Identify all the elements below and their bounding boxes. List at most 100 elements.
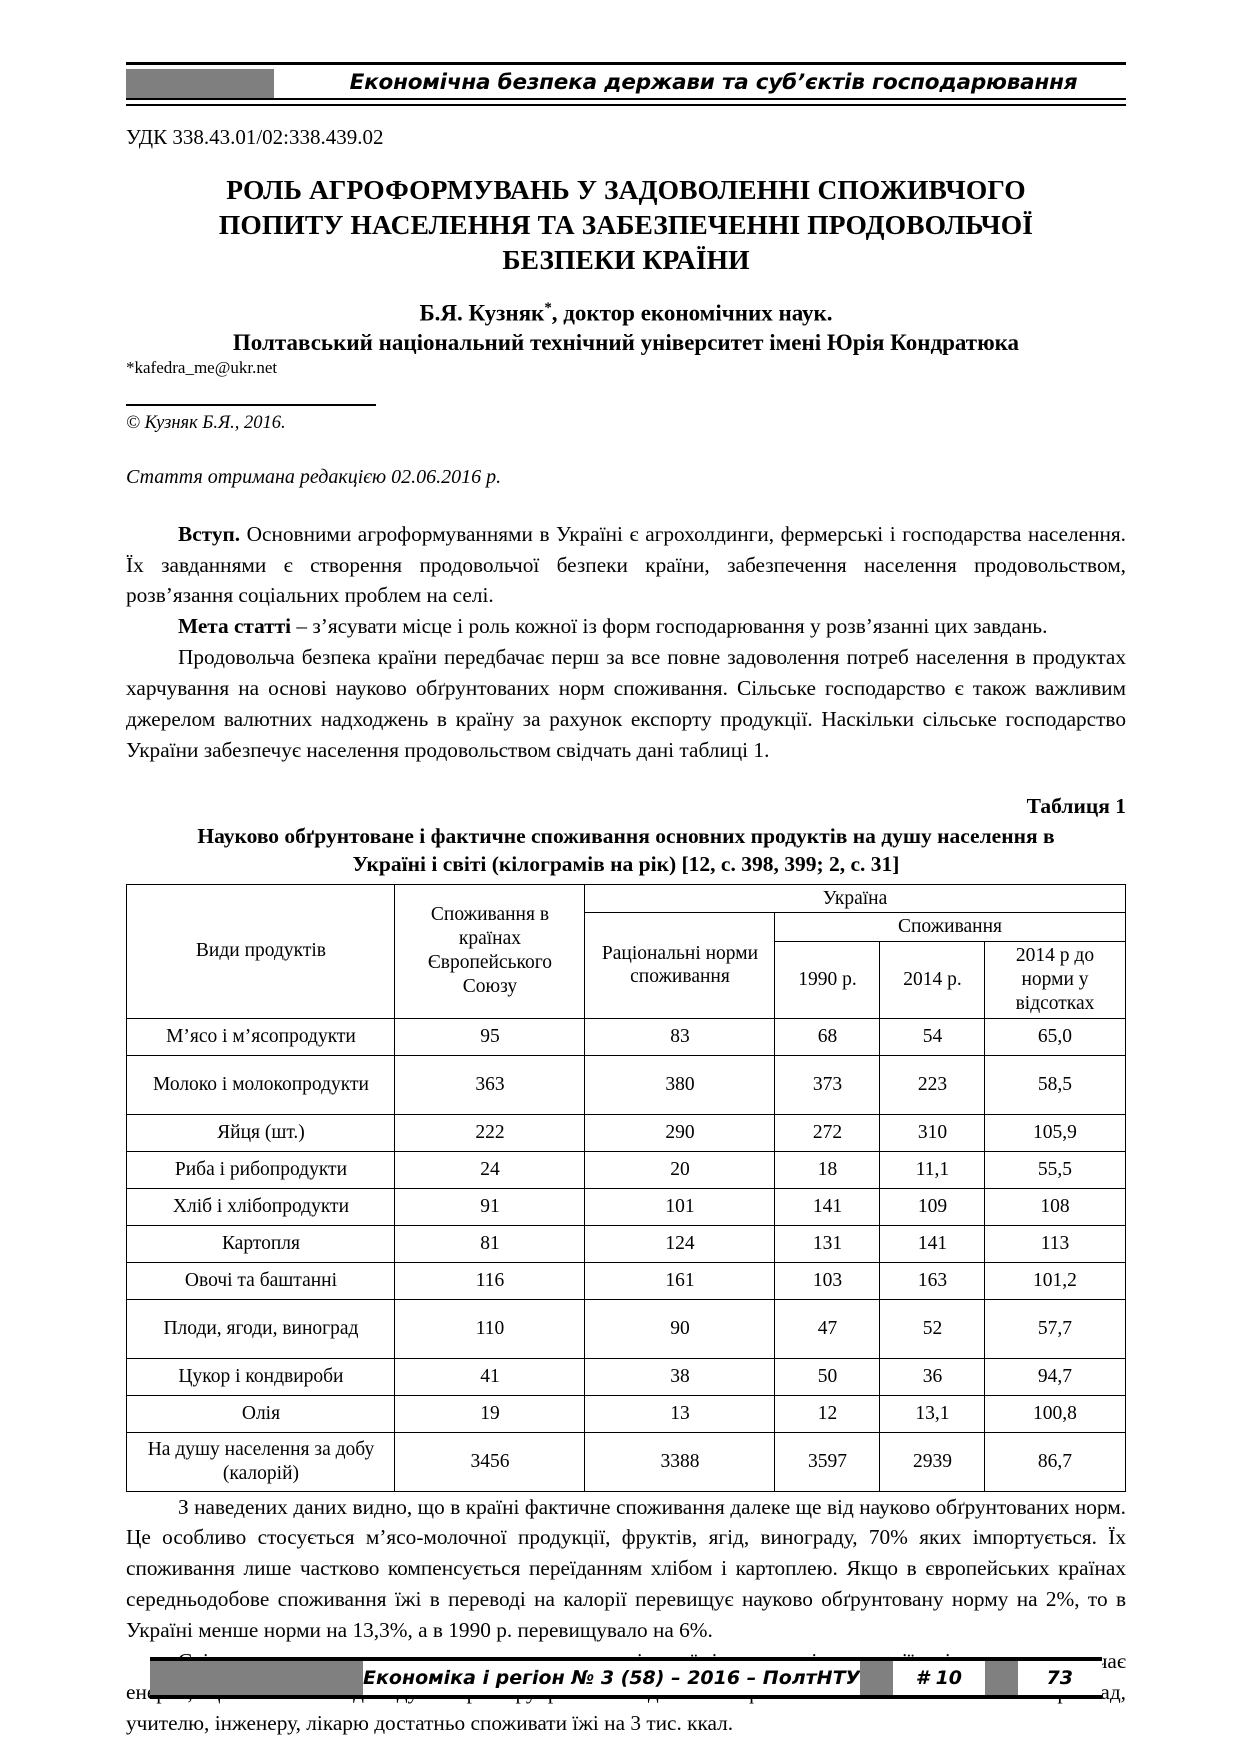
page-footer: Економіка і регіон № 3 (58) – 2016 – Пол… [150, 1657, 1102, 1699]
footer-swatch-left [150, 1661, 364, 1695]
cell-percent-of-norm: 55,5 [984, 1150, 1126, 1189]
cell-percent-of-norm: 65,0 [984, 1017, 1126, 1056]
paragraph-food-security: Продовольча безпека країни передбачає пе… [126, 645, 1126, 762]
header-rule-bottom-inner [126, 98, 1126, 100]
table-row: Хліб і хлібопродукти 91 101 141 109 108 [126, 1187, 1126, 1226]
cell-2014: 223 [879, 1054, 986, 1115]
running-header-title: Економічна безпека держави та суб’єктів … [349, 70, 1078, 95]
th-consumption: Споживання [774, 912, 1126, 943]
aim-text: – з’ясувати місце і роль кожної із форм … [291, 614, 1048, 639]
cell-product-name: Картопля [126, 1224, 396, 1263]
affiliation: Полтавський національний технічний уніве… [232, 330, 1020, 356]
table-row: Яйця (шт.) 222 290 272 310 105,9 [126, 1113, 1126, 1152]
th-eu-consumption: Споживання в країнах Європейського Союзу [394, 883, 586, 1019]
author-email[interactable]: *kafedra_me@ukr.net [126, 358, 278, 378]
author-footnote-marker: * [544, 299, 552, 316]
cell-1990: 18 [774, 1150, 881, 1189]
cell-2014: 109 [879, 1187, 986, 1226]
cell-rational-norm: 38 [584, 1357, 776, 1396]
cell-product-name: Плоди, ягоди, виноград [126, 1298, 396, 1359]
table-row: Риба і рибопродукти 24 20 18 11,1 55,5 [126, 1150, 1126, 1189]
cell-1990: 47 [774, 1298, 881, 1359]
received-date: Стаття отримана редакцією 02.06.2016 р. [126, 465, 502, 488]
table-head: Види продуктів Споживання в країнах Євро… [126, 883, 1126, 1019]
table-row: М’ясо і м’ясопродукти 95 83 68 54 65,0 [126, 1017, 1126, 1056]
footer-swatch-mid-1 [860, 1661, 893, 1695]
copyright-line: © Кузняк Б.Я., 2016. [126, 412, 286, 433]
table-row: Цукор і кондвироби 41 38 50 36 94,7 [126, 1357, 1126, 1396]
cell-product-name: Овочі та баштанні [126, 1261, 396, 1300]
cell-1990: 131 [774, 1224, 881, 1263]
cell-1990: 103 [774, 1261, 881, 1300]
aim-label: Мета статті [178, 614, 292, 639]
cell-eu-consumption: 116 [394, 1261, 586, 1300]
cell-product-name: Риба і рибопродукти [126, 1150, 396, 1189]
author-name: Б.Я. Кузняк [419, 300, 545, 326]
cell-rational-norm: 124 [584, 1224, 776, 1263]
cell-eu-consumption: 81 [394, 1224, 586, 1263]
intro-label: Вступ. [178, 521, 241, 546]
footer-rule-bottom [150, 1695, 1102, 1699]
footer-rule-top [150, 1657, 1102, 1661]
cell-2014: 310 [879, 1113, 986, 1152]
intro-text: Основними агроформуваннями в Україні є а… [126, 521, 1126, 608]
cell-eu-consumption: 3456 [394, 1431, 586, 1492]
cell-rational-norm: 161 [584, 1261, 776, 1300]
cell-2014: 2939 [879, 1431, 986, 1492]
cell-percent-of-norm: 94,7 [984, 1357, 1126, 1396]
cell-rational-norm: 3388 [584, 1431, 776, 1492]
cell-product-name: Хліб і хлібопродукти [126, 1187, 396, 1226]
author-degree: , доктор економічних наук. [551, 300, 833, 326]
cell-rational-norm: 83 [584, 1017, 776, 1056]
cell-product-name: Цукор і кондвироби [126, 1357, 396, 1396]
table-row: Молоко і молокопродукти 363 380 373 223 58,5 [126, 1054, 1126, 1115]
page-title: РОЛЬ АГРОФОРМУВАНЬ У ЗАДОВОЛЕННІ СПОЖИВЧ… [218, 174, 1034, 276]
cell-rational-norm: 290 [584, 1113, 776, 1152]
cell-product-name: Олія [126, 1394, 396, 1433]
cell-2014: 54 [879, 1017, 986, 1056]
th-percent-of-norm: 2014 р до норми у відсотках [984, 941, 1126, 1019]
cell-percent-of-norm: 101,2 [984, 1261, 1126, 1300]
footer-band: Економіка і регіон № 3 (58) – 2016 – Пол… [150, 1661, 1102, 1695]
th-year-1990: 1990 р. [774, 941, 881, 1019]
table-row: Плоди, ягоди, виноград 110 90 47 52 57,7 [126, 1298, 1126, 1359]
cell-1990: 50 [774, 1357, 881, 1396]
cell-1990: 141 [774, 1187, 881, 1226]
footer-issue-number: # 10 [892, 1661, 985, 1695]
cell-2014: 163 [879, 1261, 986, 1300]
cell-eu-consumption: 363 [394, 1054, 586, 1115]
cell-rational-norm: 380 [584, 1054, 776, 1115]
th-ukraine: Україна [584, 883, 1126, 914]
cell-percent-of-norm: 100,8 [984, 1394, 1126, 1433]
cell-1990: 12 [774, 1394, 881, 1433]
cell-rational-norm: 101 [584, 1187, 776, 1226]
table-body: М’ясо і м’ясопродукти 95 83 68 54 65,0 Молоко … [126, 1017, 1126, 1492]
consumption-table: Види продуктів Споживання в країнах Євро… [126, 883, 1126, 1492]
cell-percent-of-norm: 86,7 [984, 1431, 1126, 1492]
table-row: Картопля 81 124 131 141 113 [126, 1224, 1126, 1263]
cell-rational-norm: 13 [584, 1394, 776, 1433]
table-row: Олія 19 13 12 13,1 100,8 [126, 1394, 1126, 1433]
cell-eu-consumption: 41 [394, 1357, 586, 1396]
cell-1990: 272 [774, 1113, 881, 1152]
footer-page-number: 73 [1017, 1661, 1102, 1695]
cell-eu-consumption: 24 [394, 1150, 586, 1189]
cell-percent-of-norm: 57,7 [984, 1298, 1126, 1359]
table-caption: Науково обґрунтоване і фактичне споживан… [197, 823, 1055, 876]
table-header-row-2: Раціональні норми споживання Споживання [127, 912, 1126, 1019]
cell-eu-consumption: 222 [394, 1113, 586, 1152]
th-rational-norms: Раціональні норми споживання [584, 912, 776, 1019]
footer-swatch-mid-2 [984, 1661, 1018, 1695]
cell-product-name: Молоко і молокопродукти [126, 1054, 396, 1115]
cell-percent-of-norm: 105,9 [984, 1113, 1126, 1152]
article-body: УДК 338.43.01/02:338.439.02 РОЛЬ АГРОФОР… [126, 125, 1126, 1739]
cell-percent-of-norm: 108 [984, 1187, 1126, 1226]
footnote-separator-rule [126, 404, 376, 406]
paragraph-aim: Мета статті – з’ясувати місце і роль кож… [126, 611, 1126, 642]
cell-2014: 13,1 [879, 1394, 986, 1433]
table-number-label: Таблиця 1 [1026, 793, 1126, 818]
cell-1990: 373 [774, 1054, 881, 1115]
cell-eu-consumption: 19 [394, 1394, 586, 1433]
cell-rational-norm: 90 [584, 1298, 776, 1359]
